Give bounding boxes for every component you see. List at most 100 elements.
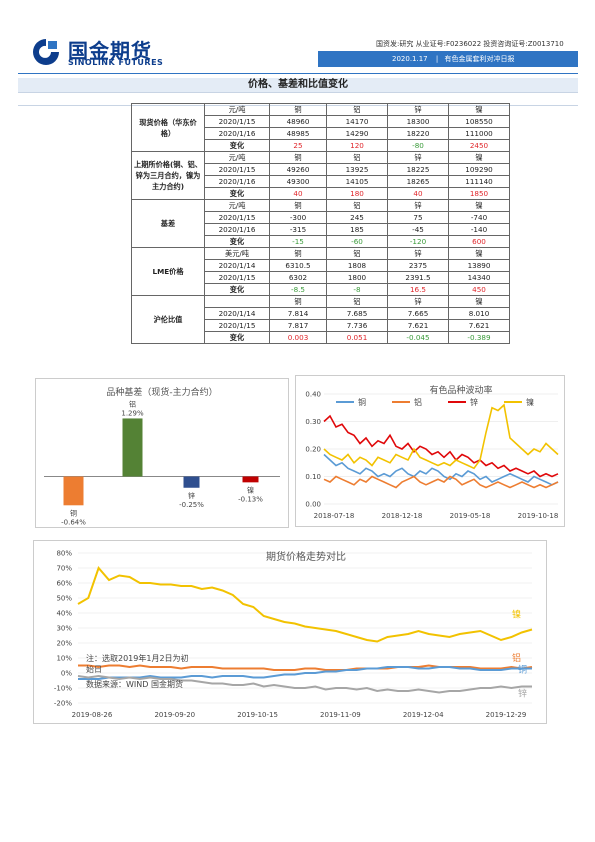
table-cell: 18220 bbox=[387, 127, 449, 140]
table-cell: 185 bbox=[326, 223, 388, 236]
table-cell: 8.010 bbox=[448, 307, 510, 320]
x-tick-label: 2018-12-18 bbox=[382, 512, 423, 520]
certification-text: 国资发:研究 从业证号:F0236022 投资咨询证号:Z0013710 bbox=[376, 40, 564, 48]
y-tick-label: 40% bbox=[56, 610, 72, 618]
logo-english-name: SINOLINK FUTURES bbox=[68, 58, 164, 67]
table-metal-header: 铜 bbox=[269, 247, 327, 260]
table-cell: 49260 bbox=[269, 163, 327, 176]
table-cell: -740 bbox=[448, 211, 510, 224]
table-metal-header: 铜 bbox=[269, 199, 327, 212]
table-metal-header: 锌 bbox=[387, 295, 449, 308]
series-line-铜 bbox=[323, 453, 559, 486]
table-metal-header: 铝 bbox=[326, 247, 388, 260]
table-cell: 7.665 bbox=[387, 307, 449, 320]
table-change-cell: 120 bbox=[326, 139, 388, 152]
table-cell: 2391.5 bbox=[387, 271, 449, 284]
legend-label: 铝 bbox=[414, 397, 422, 407]
volatility-chart: 0.00 0.10 0.20 0.30 0.40 2018-07-18 2018-12-18… bbox=[295, 375, 565, 527]
table-cell: 14340 bbox=[448, 271, 510, 284]
price-table: 现货价格（华东价格） 元/吨铜铝锌镍 2020/1/15 48960 14170 1830… bbox=[131, 103, 510, 344]
y-tick-label: 0.00 bbox=[305, 501, 321, 509]
series-line-铝 bbox=[323, 475, 559, 489]
y-tick-label: 30% bbox=[56, 625, 72, 633]
bar-value-label: 1.29% bbox=[121, 409, 144, 417]
logo-chinese-name: 国金期货 bbox=[68, 39, 152, 63]
table-change-label: 变化 bbox=[204, 139, 270, 152]
table-group-label: 沪伦比值 bbox=[131, 295, 205, 344]
table-cell: 2375 bbox=[387, 259, 449, 272]
y-tick-label: 0.30 bbox=[305, 418, 321, 426]
x-tick-label: 2019-10-15 bbox=[237, 711, 278, 719]
y-tick-label: 10% bbox=[56, 655, 72, 663]
table-cell: 14170 bbox=[326, 115, 388, 128]
series-line-铜 bbox=[78, 666, 532, 680]
legend-label: 镍 bbox=[526, 397, 534, 407]
table-cell: 7.736 bbox=[326, 319, 388, 332]
table-cell: 18265 bbox=[387, 175, 449, 188]
table-cell: 49300 bbox=[269, 175, 327, 188]
table-date: 2020/1/16 bbox=[204, 223, 270, 236]
x-tick-label: 2018-07-18 bbox=[314, 512, 355, 520]
table-change-label: 变化 bbox=[204, 283, 270, 296]
chart-title: 期货价格走势对比 bbox=[266, 550, 346, 563]
table-metal-header: 铝 bbox=[326, 295, 388, 308]
sinolink-logo-icon bbox=[33, 39, 59, 65]
table-date: 2020/1/15 bbox=[204, 115, 270, 128]
series-line-镍 bbox=[77, 566, 533, 643]
x-tick-label: 2019-09-20 bbox=[154, 711, 195, 719]
table-date: 2020/1/15 bbox=[204, 211, 270, 224]
report-header-bar: 2020.1.17 | 有色金属套利对冲日报 bbox=[318, 51, 578, 67]
table-metal-header: 铝 bbox=[326, 151, 388, 164]
table-change-cell: 600 bbox=[448, 235, 510, 248]
bar-镍 bbox=[242, 476, 259, 483]
series-line-锌 bbox=[323, 414, 559, 478]
table-unit: 元/吨 bbox=[204, 199, 270, 212]
y-tick-label: 0.10 bbox=[305, 473, 321, 481]
table-unit: 元/吨 bbox=[204, 151, 270, 164]
table-metal-header: 镍 bbox=[448, 199, 510, 212]
table-cell: 6310.5 bbox=[269, 259, 327, 272]
table-metal-header: 铜 bbox=[269, 151, 327, 164]
table-date: 2020/1/14 bbox=[204, 307, 270, 320]
x-tick-label: 2019-12-04 bbox=[403, 711, 444, 719]
y-tick-label: 70% bbox=[56, 565, 72, 573]
table-group-label: 现货价格（华东价格） bbox=[131, 103, 205, 152]
series-end-label: 锌 bbox=[518, 688, 527, 700]
table-date: 2020/1/15 bbox=[204, 271, 270, 284]
x-tick-label: 2019-10-18 bbox=[518, 512, 559, 520]
bar-category-label: 铝 bbox=[129, 399, 136, 408]
table-cell: 48960 bbox=[269, 115, 327, 128]
legend-label: 铜 bbox=[358, 397, 366, 407]
y-tick-label: 60% bbox=[56, 580, 72, 588]
table-change-cell: 16.5 bbox=[387, 283, 449, 296]
table-change-cell: 0.051 bbox=[326, 331, 388, 344]
legend-label: 锌 bbox=[470, 397, 478, 407]
table-unit: 元/吨 bbox=[204, 103, 270, 116]
table-cell: 13925 bbox=[326, 163, 388, 176]
table-cell: 245 bbox=[326, 211, 388, 224]
table-cell: -140 bbox=[448, 223, 510, 236]
section-title: 价格、基差和比值变化 bbox=[18, 78, 578, 93]
table-cell: 75 bbox=[387, 211, 449, 224]
table-change-cell: -120 bbox=[387, 235, 449, 248]
table-metal-header: 铝 bbox=[326, 199, 388, 212]
table-metal-header: 锌 bbox=[387, 103, 449, 116]
table-cell: 1808 bbox=[326, 259, 388, 272]
table-cell: 7.814 bbox=[269, 307, 327, 320]
table-metal-header: 锌 bbox=[387, 247, 449, 260]
table-cell: -315 bbox=[269, 223, 327, 236]
table-cell: 48985 bbox=[269, 127, 327, 140]
table-cell: 108550 bbox=[448, 115, 510, 128]
table-metal-header: 铜 bbox=[269, 103, 327, 116]
bar-category-label: 锌 bbox=[188, 491, 195, 500]
table-cell: 18300 bbox=[387, 115, 449, 128]
table-change-cell: 40 bbox=[269, 187, 327, 200]
table-date: 2020/1/15 bbox=[204, 163, 270, 176]
table-change-cell: -8 bbox=[326, 283, 388, 296]
table-cell: 7.621 bbox=[387, 319, 449, 332]
report-date: 2020.1.17 bbox=[392, 55, 428, 63]
x-tick-label: 2019-05-18 bbox=[450, 512, 491, 520]
table-cell: 111140 bbox=[448, 175, 510, 188]
series-end-label: 镍 bbox=[512, 609, 521, 621]
table-cell: 7.621 bbox=[448, 319, 510, 332]
